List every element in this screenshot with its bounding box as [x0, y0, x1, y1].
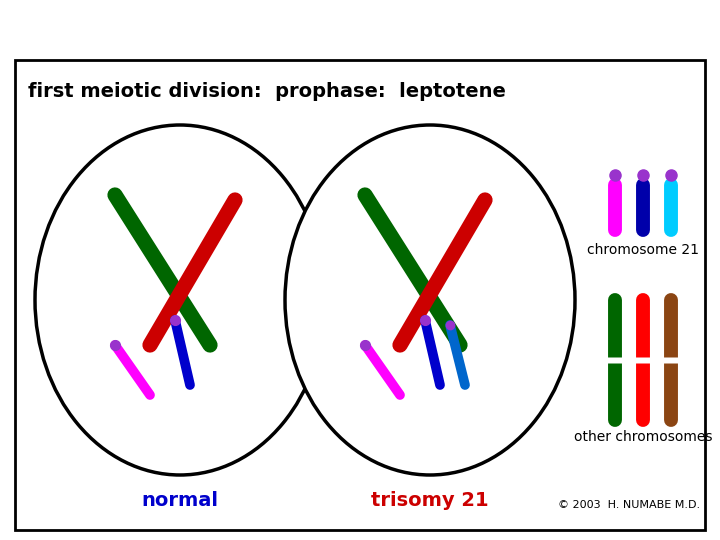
Text: chromosome 21: chromosome 21 — [587, 243, 699, 257]
Text: first meiotic division:  prophase:  leptotene: first meiotic division: prophase: leptot… — [28, 82, 506, 101]
Text: © 2003  H. NUMABE M.D.: © 2003 H. NUMABE M.D. — [558, 500, 700, 510]
Ellipse shape — [285, 125, 575, 475]
Bar — [15, 60, 705, 530]
Text: other chromosomes: other chromosomes — [574, 430, 712, 444]
Ellipse shape — [35, 125, 325, 475]
Text: trisomy 21: trisomy 21 — [372, 491, 489, 510]
Text: normal: normal — [142, 491, 218, 510]
